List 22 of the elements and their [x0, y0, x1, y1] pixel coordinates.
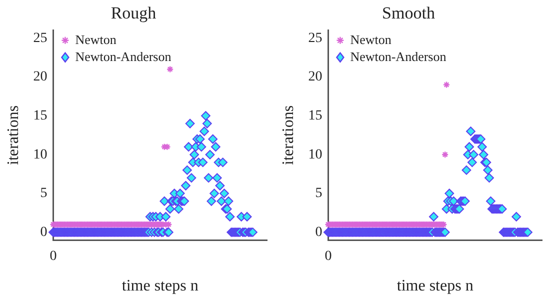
legend-label: Newton-Anderson: [75, 48, 172, 64]
legend-label: Newton-Anderson: [350, 48, 447, 64]
y-tick-label: 10: [308, 147, 322, 162]
x-axis-title: time steps n: [122, 278, 198, 295]
chart-title: Rough: [110, 4, 157, 23]
y-tick-label: 0: [315, 224, 322, 240]
y-axis-title: iterations: [4, 105, 22, 165]
legend-label: Newton: [350, 32, 392, 47]
y-tick-label: 25: [33, 30, 48, 46]
y-tick-label: 5: [40, 186, 48, 202]
chart-title: Smooth: [382, 4, 436, 23]
y-tick-label: 25: [308, 30, 322, 46]
y-tick-label: 20: [33, 70, 48, 85]
x-axis-title: time steps n: [396, 278, 474, 295]
legend-label: Newton: [75, 32, 117, 47]
y-tick-label: 0: [40, 224, 48, 240]
y-tick-label: 5: [315, 186, 322, 202]
y-tick-label: 10: [33, 147, 48, 162]
y-axis-title: iterations: [280, 105, 297, 165]
y-tick-label: 20: [308, 70, 322, 85]
y-tick-label: 15: [33, 108, 48, 124]
y-tick-label: 15: [308, 108, 322, 124]
